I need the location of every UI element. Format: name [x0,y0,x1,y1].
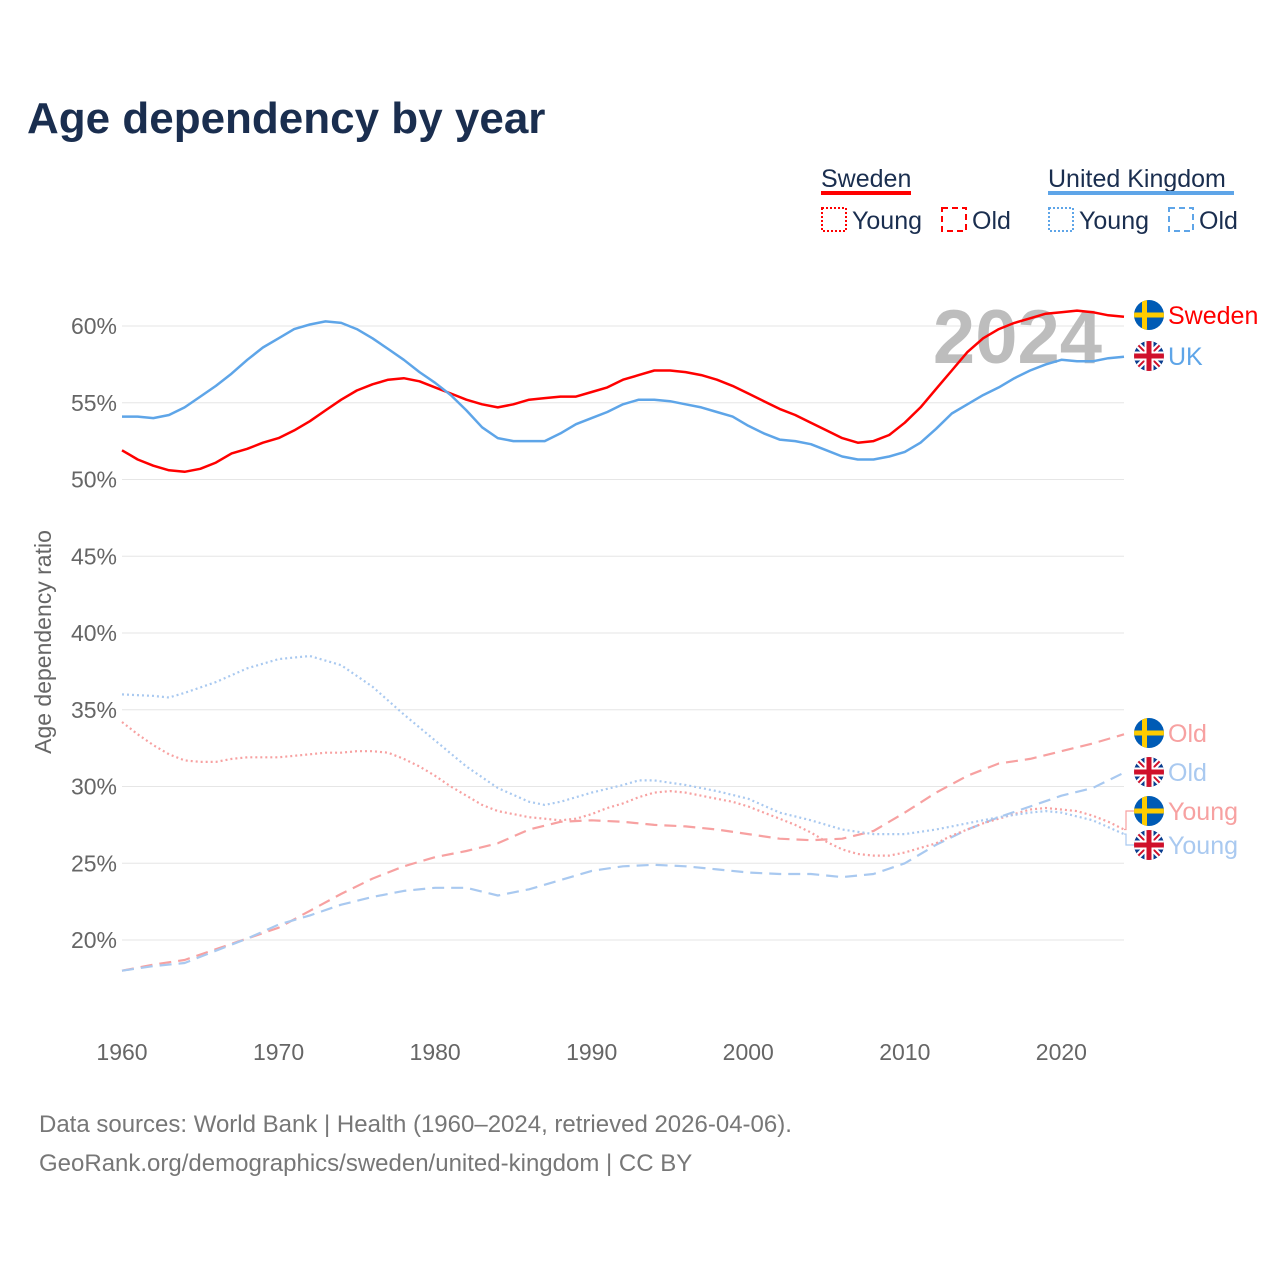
uk-flag-icon [1134,757,1164,787]
legend-sweden-old-label[interactable]: Old [972,207,1011,235]
flag-cross-h [1134,312,1164,318]
flag-cross-h-red [1134,842,1164,848]
end-label-sweden-old: Old [1168,720,1207,748]
line-sweden-total [121,309,1125,474]
sweden-flag-icon [1134,718,1164,748]
sweden-flag-icon [1134,796,1164,826]
series-lines [121,309,1125,972]
legend: Sweden Young Old United Kingdom Young Ol… [821,165,1238,235]
line-uk-total [122,320,1125,461]
legend-uk-swatch [1048,191,1234,195]
y-tick-label: 30% [71,774,117,800]
sweden-flag-icon [1134,300,1164,330]
x-tick-label: 1990 [566,1039,617,1065]
flag-body [1134,300,1164,330]
footer-source: Data sources: World Bank | Health (1960–… [39,1111,792,1138]
legend-uk-young-swatch [1048,207,1074,232]
line-sweden-old [121,733,1125,972]
legend-sweden-label[interactable]: Sweden [821,165,911,193]
end-label-uk-young: Young [1168,832,1238,860]
x-tick-label: 1970 [253,1039,304,1065]
legend-uk-young-label[interactable]: Young [1079,207,1149,235]
end-label-sweden-young: Young [1168,798,1238,826]
x-tick-label: 2020 [1036,1039,1087,1065]
end-label-uk-total: UK [1168,343,1203,371]
y-axis-label: Age dependency ratio [30,530,56,754]
uk-flag-icon [1134,341,1164,371]
legend-uk-old-label[interactable]: Old [1199,207,1238,235]
y-tick-label: 45% [71,543,117,569]
x-tick-label: 2000 [723,1039,774,1065]
y-tick-label: 50% [71,467,117,493]
legend-uk-label[interactable]: United Kingdom [1048,165,1226,193]
line-uk-old [121,771,1125,972]
flag-body [1134,796,1164,826]
uk-flag-icon [1134,830,1164,860]
y-tick-label: 35% [71,697,117,723]
flag-cross-h-red [1134,353,1164,359]
legend-sweden-old-swatch [941,207,967,232]
end-label-uk-old: Old [1168,759,1207,787]
y-tick-label: 20% [71,927,117,953]
legend-sweden-swatch [821,191,911,195]
connector-uk-young [1124,833,1134,846]
y-tick-label: 60% [71,313,117,339]
flag-body [1134,757,1164,787]
x-tick-label: 1960 [96,1039,147,1065]
end-label-sweden-total: Sweden [1168,302,1258,330]
grid: 20% 25% 30% 35% 40% 45% 50% 55% 60% 1960 1970 1980 1… [71,313,1124,1065]
flag-cross-h-red [1134,769,1164,775]
connector-sweden-young [1124,810,1134,831]
x-tick-label: 2010 [879,1039,930,1065]
flag-cross-h [1134,730,1164,736]
legend-uk-old-swatch [1168,207,1194,232]
y-tick-label: 40% [71,620,117,646]
flag-cross-h [1134,808,1164,814]
flag-body [1134,830,1164,860]
y-tick-label: 55% [71,390,117,416]
line-sweden-young [121,721,1125,857]
legend-sweden-young-label[interactable]: Young [852,207,922,235]
year-watermark: 2024 [933,295,1102,380]
line-uk-young [121,654,1125,836]
end-labels: Sweden UK Old Old Young Young [1124,300,1258,860]
flag-body [1134,718,1164,748]
legend-sweden-young-swatch [821,207,847,232]
flag-body [1134,341,1164,371]
y-tick-label: 25% [71,850,117,876]
x-tick-label: 1980 [410,1039,461,1065]
footer-link[interactable]: GeoRank.org/demographics/sweden/united-k… [39,1150,692,1177]
chart-title: Age dependency by year [27,94,545,143]
